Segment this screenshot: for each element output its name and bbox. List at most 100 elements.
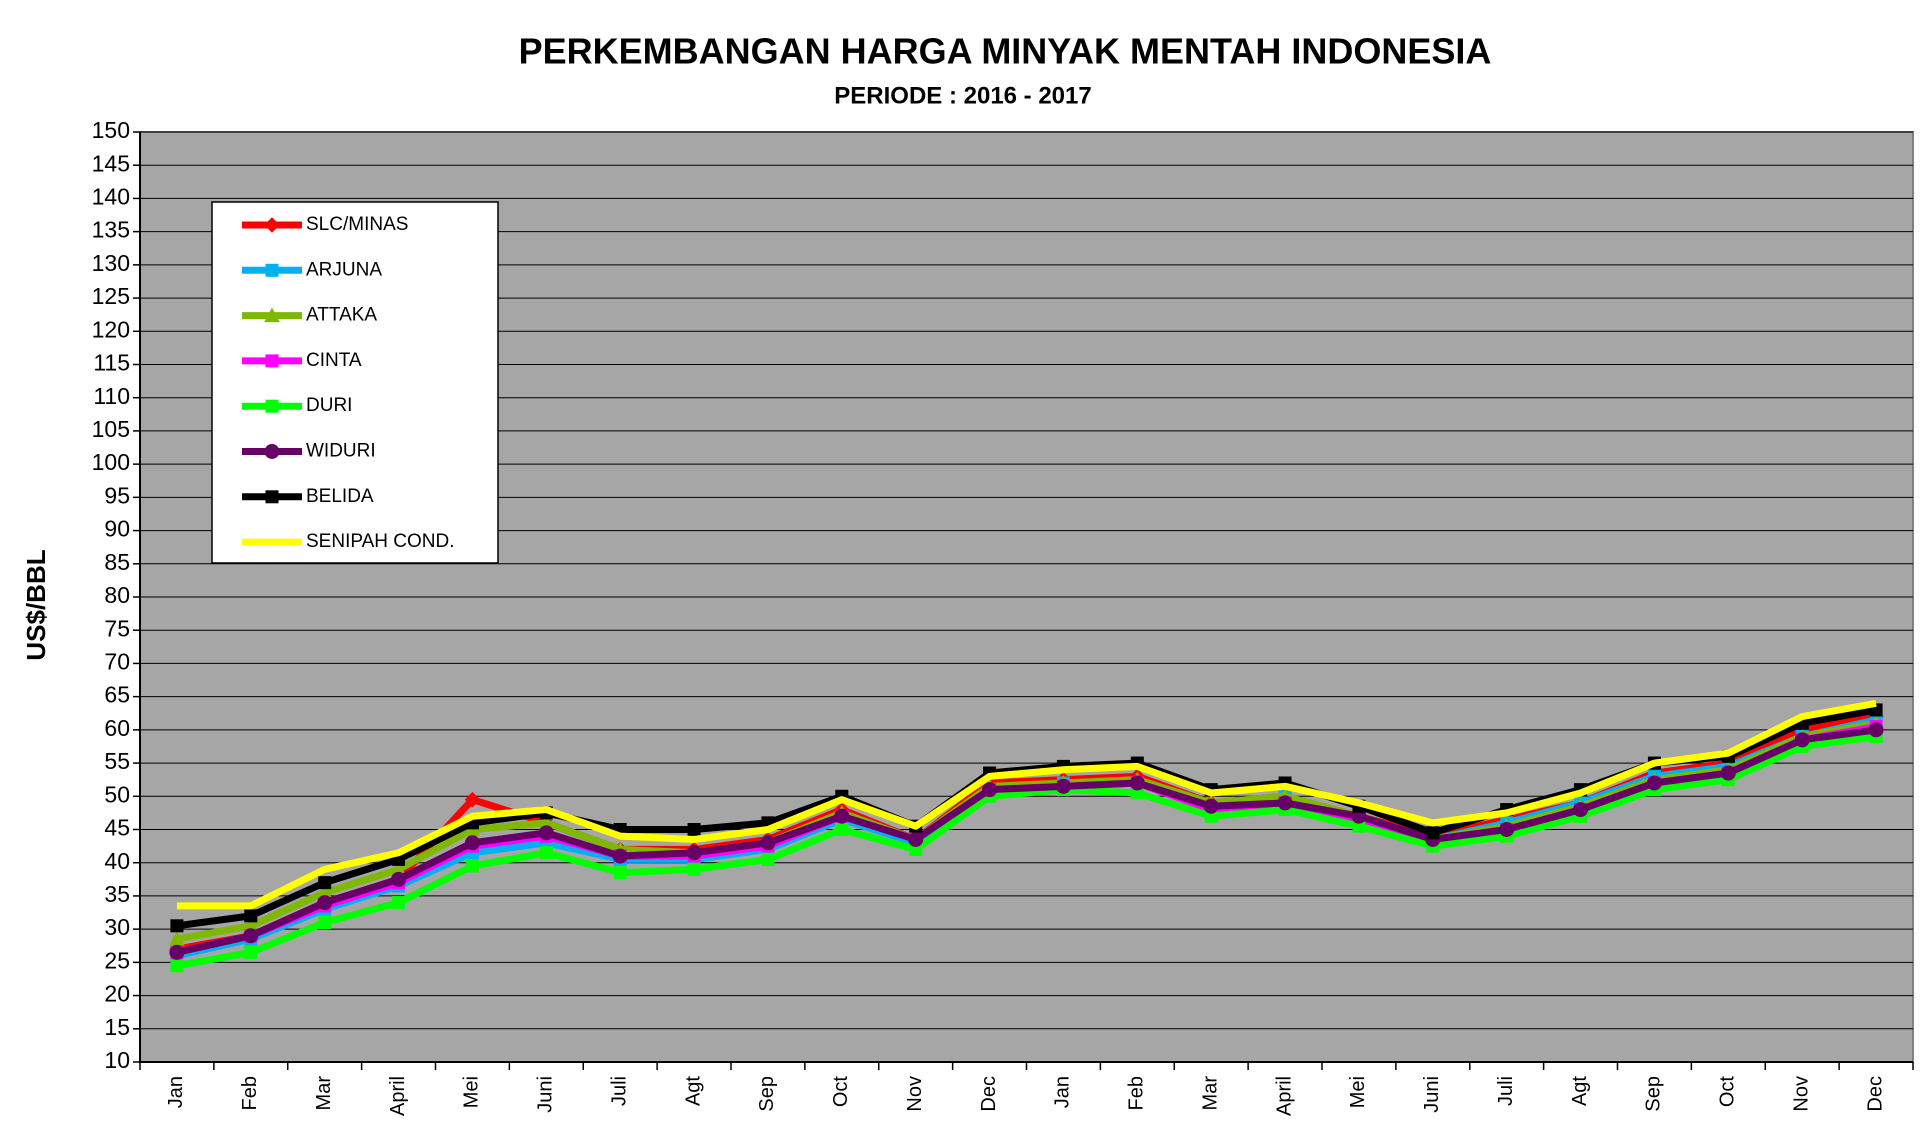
- y-tick-label: 30: [104, 914, 130, 940]
- y-tick-label: 150: [92, 117, 130, 143]
- marker: [244, 945, 258, 959]
- marker: [264, 307, 280, 323]
- y-tick-label: 55: [104, 748, 130, 774]
- y-tick-label: 75: [104, 615, 130, 641]
- marker: [834, 808, 850, 824]
- series-line: [176, 726, 1877, 956]
- marker: [265, 354, 279, 368]
- series-line: [176, 733, 1877, 970]
- marker: [264, 217, 280, 233]
- y-tick-label: 100: [92, 449, 130, 475]
- x-tick-label: Jan: [165, 1076, 187, 1108]
- y-tick-label: 35: [104, 881, 130, 907]
- marker: [391, 871, 407, 887]
- y-tick-label: 105: [92, 416, 130, 442]
- marker: [1794, 732, 1810, 748]
- marker: [982, 782, 998, 798]
- x-tick-label: April: [1273, 1076, 1295, 1116]
- x-tick-label: Dec: [1864, 1076, 1886, 1112]
- marker: [538, 825, 554, 841]
- chart-subtitle: PERIODE : 2016 - 2017: [834, 82, 1091, 109]
- x-tick-label: April: [387, 1076, 409, 1116]
- marker: [392, 896, 406, 910]
- marker: [612, 848, 628, 864]
- legend-label: SLC/MINAS: [306, 214, 408, 235]
- legend-box: [211, 201, 499, 564]
- marker: [264, 444, 280, 459]
- x-tick-label: Feb: [1126, 1076, 1148, 1110]
- x-tick-label: Juni: [1421, 1076, 1443, 1113]
- y-tick-label: 10: [104, 1047, 130, 1073]
- y-tick-label: 130: [92, 250, 130, 276]
- y-tick-label: 40: [104, 848, 130, 874]
- x-tick-label: Agt: [682, 1076, 704, 1106]
- x-tick-label: Sep: [1643, 1076, 1665, 1112]
- marker: [761, 852, 775, 866]
- marker: [465, 859, 479, 873]
- marker: [1573, 802, 1589, 818]
- y-tick-label: 65: [104, 682, 130, 708]
- x-tick-label: Juli: [1495, 1076, 1517, 1106]
- marker: [170, 959, 184, 973]
- x-tick-label: Jan: [1052, 1076, 1074, 1108]
- x-tick-label: Oct: [830, 1076, 852, 1108]
- marker: [243, 928, 259, 944]
- x-tick-label: Agt: [1569, 1076, 1591, 1106]
- y-tick-label: 115: [93, 350, 130, 376]
- x-tick-label: Oct: [1717, 1076, 1739, 1108]
- x-tick-label: Sep: [756, 1076, 778, 1112]
- x-tick-label: Dec: [978, 1076, 1000, 1112]
- x-tick-label: Mar: [1199, 1076, 1221, 1111]
- y-tick-label: 45: [104, 815, 130, 841]
- marker: [1646, 775, 1662, 791]
- y-tick-label: 145: [92, 150, 130, 176]
- y-tick-label: 125: [92, 283, 130, 309]
- legend-label: WIDURI: [306, 441, 376, 462]
- x-tick-label: Juni: [535, 1076, 557, 1113]
- series-line: [176, 699, 1877, 910]
- legend-label: BELIDA: [306, 486, 374, 507]
- marker: [760, 835, 776, 851]
- marker: [1055, 778, 1071, 794]
- marker: [1129, 775, 1145, 791]
- y-tick-label: 15: [104, 1014, 130, 1040]
- legend-label: SENIPAH COND.: [306, 531, 455, 552]
- marker: [244, 909, 258, 923]
- y-tick-label: 50: [104, 781, 130, 807]
- marker: [613, 866, 627, 880]
- x-tick-label: Mei: [461, 1076, 483, 1108]
- x-tick-label: Mei: [1347, 1076, 1369, 1108]
- y-tick-label: 25: [104, 947, 130, 973]
- y-tick-label: 85: [104, 549, 130, 575]
- x-tick-label: Feb: [239, 1076, 261, 1110]
- marker: [170, 919, 184, 933]
- marker: [317, 895, 333, 911]
- marker: [265, 490, 279, 504]
- legend-label: CINTA: [306, 350, 362, 371]
- marker: [464, 835, 480, 851]
- marker: [1277, 795, 1293, 811]
- marker: [1499, 822, 1515, 837]
- x-tick-label: Juli: [608, 1076, 630, 1106]
- y-tick-label: 20: [104, 981, 130, 1007]
- marker: [1720, 765, 1736, 781]
- marker: [464, 791, 481, 808]
- marker: [1868, 722, 1884, 738]
- legend-label: ARJUNA: [306, 259, 382, 280]
- y-tick-label: 60: [104, 715, 130, 741]
- legend-label: ATTAKA: [306, 305, 377, 326]
- x-tick-label: Mar: [313, 1076, 335, 1111]
- y-tick-label: 140: [92, 184, 130, 210]
- marker: [539, 846, 553, 860]
- y-axis-label: US$/BBL: [21, 549, 51, 660]
- y-tick-label: 110: [93, 383, 130, 409]
- marker: [908, 831, 924, 847]
- legend-label: DURI: [306, 395, 352, 416]
- marker: [318, 916, 332, 929]
- marker: [1203, 798, 1219, 814]
- marker: [265, 399, 279, 413]
- chart-title: PERKEMBANGAN HARGA MINYAK MENTAH INDONES…: [519, 31, 1492, 72]
- y-tick-label: 70: [104, 649, 130, 675]
- y-tick-label: 80: [104, 582, 130, 608]
